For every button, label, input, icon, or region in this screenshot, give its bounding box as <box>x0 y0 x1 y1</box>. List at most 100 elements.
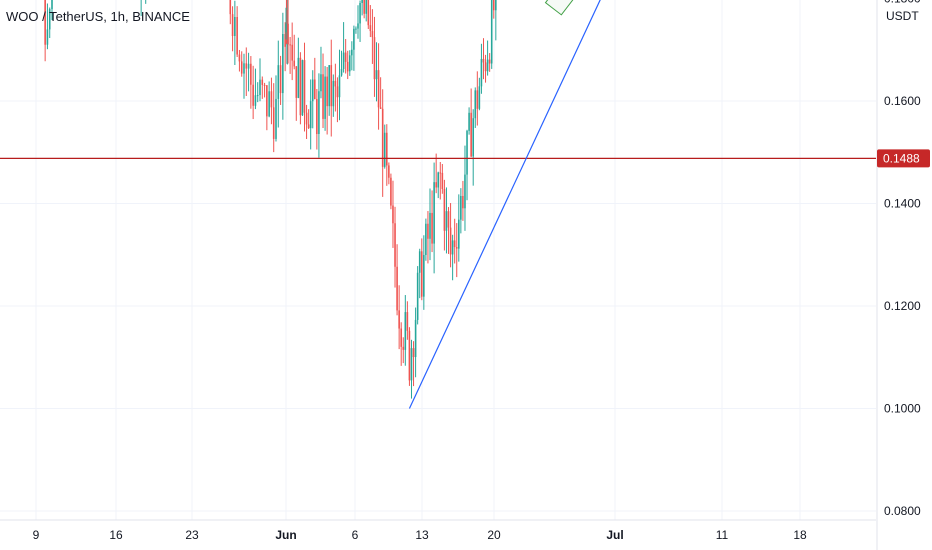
candle-body <box>466 130 468 175</box>
candle-body <box>250 63 252 85</box>
candle-body <box>272 107 275 139</box>
candle-body <box>346 61 349 72</box>
candle-body <box>468 112 470 131</box>
candle-body <box>484 62 487 72</box>
candle-body <box>398 310 400 329</box>
candle-body <box>297 57 300 98</box>
candle-body <box>451 240 454 255</box>
candle-body <box>270 91 273 108</box>
candle-body <box>470 112 472 157</box>
x-tick-label: 11 <box>716 528 729 542</box>
candle-body <box>429 212 431 239</box>
candle-body <box>435 182 437 188</box>
candle-body <box>314 79 316 100</box>
candle-body <box>373 37 376 80</box>
plot-area[interactable] <box>0 0 876 520</box>
candle-body <box>449 227 452 255</box>
candle-body <box>375 70 378 80</box>
y-tick-label: 0.1000 <box>884 402 921 416</box>
candle-body <box>464 174 466 209</box>
candle-body <box>392 205 394 224</box>
candle-body <box>361 0 363 3</box>
candle-body <box>472 118 474 157</box>
candle-body <box>291 44 293 61</box>
candle-body <box>379 107 382 109</box>
candle-body <box>437 172 440 188</box>
candle-body <box>266 85 268 117</box>
axis-unit-label: USDT <box>886 9 919 23</box>
candle-body <box>394 223 396 267</box>
trend-line[interactable] <box>408 0 876 409</box>
candle-body <box>482 58 485 63</box>
candle-body <box>476 90 479 109</box>
candle-body <box>338 75 341 98</box>
candle-body <box>287 23 289 45</box>
x-tick-label: 13 <box>415 528 429 542</box>
candle-body <box>240 61 243 74</box>
candle-body <box>320 74 322 92</box>
candle-body <box>351 49 353 56</box>
candle-body <box>439 172 442 174</box>
candle-body <box>245 63 248 69</box>
candle-body <box>396 266 398 311</box>
candle-body <box>400 328 402 347</box>
candle-body <box>353 28 355 50</box>
candle-body <box>443 188 446 231</box>
candle-body <box>238 54 241 62</box>
x-tick-label: Jun <box>275 528 296 542</box>
candle-body <box>236 16 238 55</box>
channel-box[interactable] <box>544 0 687 16</box>
candle-body <box>367 0 370 26</box>
candle-body <box>447 211 450 228</box>
candle-body <box>359 2 361 24</box>
candle-body <box>279 65 282 94</box>
candle-body <box>441 172 444 189</box>
candle-body <box>402 346 405 350</box>
candle-body <box>445 211 448 231</box>
candle-body <box>365 0 368 14</box>
candle-body <box>330 65 333 107</box>
candle-body <box>303 60 306 113</box>
candle-body <box>334 80 337 87</box>
candle-body <box>307 124 310 129</box>
price-axis[interactable] <box>877 0 932 550</box>
candle-body <box>48 9 51 30</box>
candle-body <box>462 195 464 209</box>
candle-body <box>480 58 483 87</box>
candle-body <box>383 132 386 167</box>
candle-body <box>458 219 460 249</box>
x-tick-label: 9 <box>33 528 40 542</box>
candle-body <box>46 29 49 45</box>
candle-body <box>455 247 458 249</box>
candle-body <box>344 52 347 62</box>
level-label: 0.1488 <box>883 151 920 165</box>
candle-body <box>495 0 497 11</box>
candle-body <box>231 14 234 37</box>
candle-body <box>326 76 328 107</box>
candle-body <box>342 52 345 70</box>
candle-body <box>289 44 291 46</box>
candle-body <box>460 195 462 220</box>
candle-body <box>453 240 456 248</box>
candle-body <box>418 251 421 273</box>
candle-body <box>340 69 343 76</box>
candle-body <box>474 90 477 119</box>
candle-body <box>324 76 326 119</box>
candle-body <box>355 28 357 30</box>
candle-body <box>277 65 280 99</box>
candle-body <box>284 34 286 47</box>
candle-body <box>322 74 324 119</box>
candle-body <box>301 60 304 116</box>
candle-body <box>316 99 318 135</box>
y-tick-label: 0.0800 <box>884 504 921 518</box>
level-badge <box>877 149 930 168</box>
candle-body <box>404 312 407 350</box>
x-tick-label: Jul <box>606 528 623 542</box>
symbol-title[interactable]: WOO / TetherUS, 1h, BINANCE <box>6 9 190 24</box>
x-tick-label: 23 <box>185 528 199 542</box>
x-tick-label: 18 <box>793 528 807 542</box>
candle-body <box>252 84 254 106</box>
candle-body <box>478 86 481 109</box>
candle-body <box>268 91 270 117</box>
